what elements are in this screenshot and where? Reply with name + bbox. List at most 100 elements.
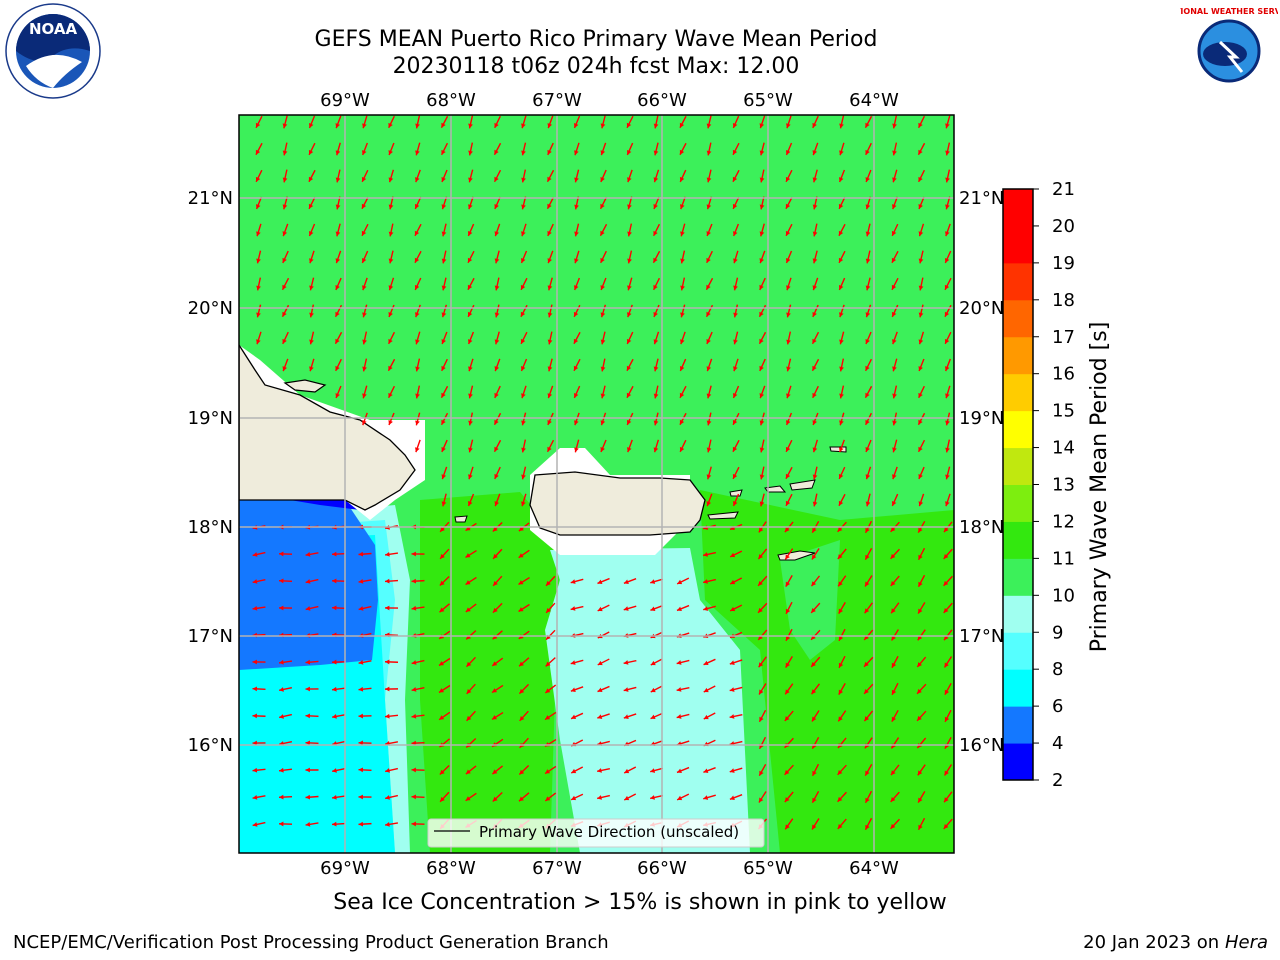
direction-arrow-head <box>650 660 656 666</box>
colorbar-tick-label: 8 <box>1052 659 1063 680</box>
direction-arrow-head <box>279 605 284 611</box>
direction-arrow-head <box>623 687 629 692</box>
direction-arrow-head <box>494 231 500 237</box>
direction-arrow-head <box>785 230 791 236</box>
direction-arrow-head <box>439 769 445 775</box>
direction-arrow-head <box>358 821 364 827</box>
direction-arrow-head <box>521 447 526 453</box>
direction-arrow-head <box>361 230 367 236</box>
direction-arrow-head <box>945 393 950 399</box>
direction-arrow-head <box>706 257 711 263</box>
direction-arrow-head <box>256 312 261 318</box>
direction-arrow-head <box>839 393 844 399</box>
direction-arrow-head <box>252 795 258 800</box>
direction-arrow-head <box>600 447 605 452</box>
direction-arrow-head <box>441 177 446 182</box>
direction-arrow-head <box>784 769 790 775</box>
direction-arrow-head <box>468 366 473 372</box>
direction-arrow-head <box>518 553 524 558</box>
direction-arrow-head <box>362 312 367 318</box>
noaa-logo-text: NOAA <box>29 20 78 38</box>
direction-arrow-head <box>570 687 576 692</box>
direction-arrow-head <box>494 501 500 507</box>
direction-arrow-head <box>597 768 602 773</box>
direction-arrow-head <box>547 312 553 318</box>
direction-arrow-head <box>305 579 311 584</box>
direction-arrow-head <box>759 123 765 129</box>
direction-arrow-head <box>279 821 284 827</box>
direction-arrow-head <box>732 122 738 128</box>
direction-arrow-head <box>600 203 605 209</box>
direction-arrow-head <box>494 446 499 452</box>
direction-arrow-head <box>865 447 870 453</box>
direction-arrow-head <box>918 446 923 452</box>
colorbar-tick-label: 4 <box>1052 733 1063 754</box>
colorbar-tick-label: 11 <box>1052 548 1075 569</box>
direction-arrow-head <box>332 659 337 665</box>
colorbar-tick-label: 16 <box>1052 364 1075 385</box>
direction-arrow-head <box>918 204 923 210</box>
direction-arrow-head <box>626 149 632 155</box>
direction-arrow-head <box>945 150 950 156</box>
direction-arrow-head <box>653 339 659 345</box>
direction-arrow-head <box>865 474 871 480</box>
direction-arrow-head <box>282 257 287 263</box>
lon-labels-top: 69°W 68°W 67°W 66°W 65°W 64°W <box>320 90 899 111</box>
direction-arrow-head <box>362 366 367 372</box>
direction-arrow-head <box>335 177 341 183</box>
direction-arrow-head <box>494 176 499 182</box>
direction-arrow-head <box>918 176 923 182</box>
direction-arrow-head <box>837 526 843 532</box>
direction-arrow-head <box>891 716 897 722</box>
direction-arrow-head <box>600 393 606 399</box>
direction-arrow-head <box>730 606 736 612</box>
colorbar-swatch <box>1003 299 1033 338</box>
chart-subtitle: 20230118 t06z 024h fcst Max: 12.00 <box>392 54 800 79</box>
direction-arrow-head <box>439 715 445 720</box>
direction-arrow-head <box>812 365 817 371</box>
direction-arrow-head <box>573 285 579 291</box>
direction-arrow-head <box>520 284 526 290</box>
direction-arrow-head <box>706 177 712 183</box>
lon-label: 68°W <box>426 90 476 111</box>
lon-label: 65°W <box>743 858 793 879</box>
direction-arrow-head <box>653 230 658 236</box>
direction-arrow-head <box>785 203 791 209</box>
direction-arrow-head <box>305 686 310 692</box>
direction-arrow-head <box>706 284 711 290</box>
direction-arrow-head <box>441 285 447 291</box>
direction-arrow-head <box>706 123 712 129</box>
direction-arrow-head <box>600 150 606 156</box>
direction-arrow-head <box>255 176 261 182</box>
direction-arrow-head <box>733 258 738 264</box>
direction-arrow-head <box>839 339 844 345</box>
direction-arrow-head <box>945 420 950 426</box>
direction-arrow-head <box>494 285 500 291</box>
direction-arrow-head <box>653 312 658 317</box>
direction-arrow-head <box>729 687 735 692</box>
direction-arrow-head <box>945 177 950 183</box>
direction-arrow-head <box>918 501 924 507</box>
direction-arrow-head <box>441 122 446 128</box>
direction-arrow-head <box>574 177 579 183</box>
direction-arrow-head <box>758 527 764 533</box>
direction-arrow-head <box>918 149 923 155</box>
direction-arrow-head <box>944 689 950 695</box>
direction-arrow-head <box>759 716 764 722</box>
direction-arrow-head <box>335 258 341 264</box>
direction-arrow-head <box>492 661 498 666</box>
direction-arrow-head <box>415 150 420 156</box>
direction-arrow-head <box>784 797 790 803</box>
direction-arrow-head <box>676 768 682 774</box>
direction-arrow-head <box>465 526 471 531</box>
direction-arrow-head <box>890 796 896 802</box>
direction-arrow-head <box>891 635 896 641</box>
direction-arrow-head <box>784 716 790 721</box>
direction-arrow-head <box>547 203 552 209</box>
direction-arrow-head <box>812 258 818 264</box>
direction-arrow-head <box>547 258 553 264</box>
direction-arrow-head <box>892 447 897 453</box>
colorbar-swatch <box>1003 447 1033 485</box>
direction-arrow-head <box>891 662 897 668</box>
colorbar-swatch <box>1003 521 1033 559</box>
